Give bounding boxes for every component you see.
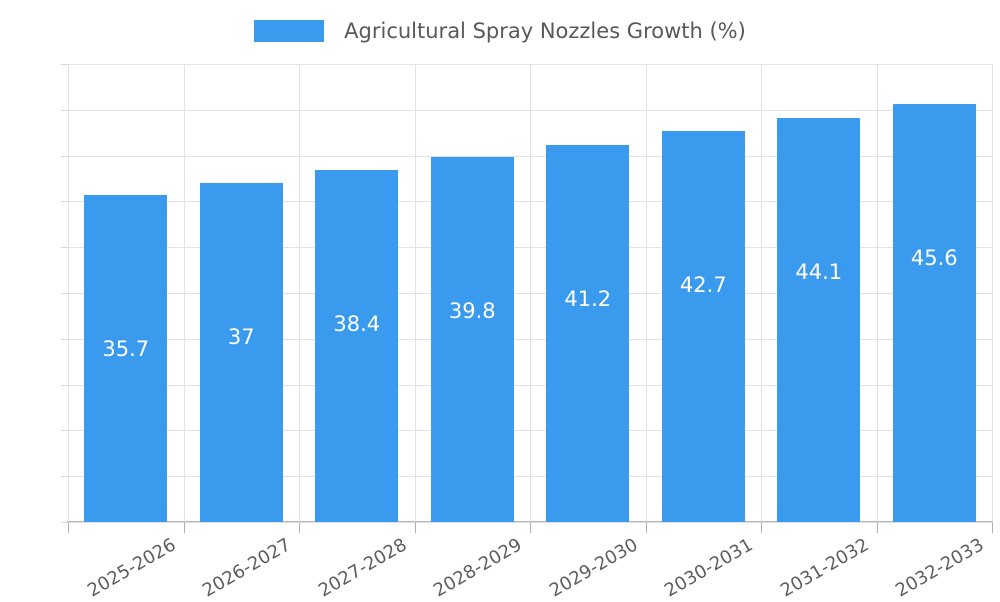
bar-value-label: 41.2 (564, 286, 612, 311)
bar[interactable]: 42.7 (661, 130, 745, 522)
bar[interactable]: 41.2 (546, 144, 630, 522)
x-axis-tick-label: 2026-2027 (199, 534, 295, 602)
x-axis-tick-mark (299, 522, 300, 533)
bar[interactable]: 38.4 (315, 170, 399, 522)
y-axis-tick-mark (61, 476, 68, 478)
y-axis-tick-mark (61, 201, 68, 203)
x-axis-tick-mark (68, 522, 69, 533)
x-axis-tick-mark (184, 522, 185, 533)
y-axis-tick-mark (61, 293, 68, 294)
bar[interactable]: 39.8 (430, 157, 514, 522)
y-axis-tick-mark (61, 64, 68, 65)
y-axis-tick-mark (61, 522, 68, 523)
legend-item[interactable]: Agricultural Spray Nozzles Growth (%) (254, 20, 746, 42)
legend-swatch-icon (254, 20, 325, 42)
gridline-vertical (299, 64, 300, 522)
x-axis-tick-label: 2028-2029 (430, 534, 526, 602)
x-axis-tick-mark (992, 522, 993, 533)
y-axis-tick-mark (61, 247, 68, 249)
y-axis-tick-mark (61, 384, 68, 386)
legend-label: Agricultural Spray Nozzles Growth (%) (344, 18, 746, 43)
gridline-vertical (761, 64, 762, 522)
y-axis-tick-mark (61, 430, 68, 432)
bar-value-label: 45.6 (910, 246, 958, 271)
bar-value-label: 38.4 (333, 312, 381, 337)
x-axis-tick-mark (646, 522, 647, 533)
bar-value-label: 44.1 (795, 260, 843, 285)
x-axis-tick-mark (877, 522, 878, 533)
y-axis-tick-mark (61, 155, 68, 157)
x-axis-tick-label: 2031-2032 (776, 534, 873, 602)
y-axis-tick-mark (61, 109, 68, 111)
gridline-vertical (530, 64, 531, 522)
x-axis-tick-label: 2025-2026 (83, 534, 180, 602)
chart-legend: Agricultural Spray Nozzles Growth (%) (0, 16, 1000, 46)
bar-value-label: 42.7 (679, 272, 727, 297)
bar-value-label: 39.8 (448, 299, 496, 324)
gridline-vertical (184, 64, 185, 522)
x-axis-tick-label: 2027-2028 (314, 534, 411, 602)
x-axis-tick-label: 2030-2031 (661, 534, 757, 602)
bar[interactable]: 35.7 (84, 195, 168, 522)
gridline-vertical (415, 64, 416, 522)
gridline-vertical (68, 64, 69, 522)
x-axis-tick-label: 2029-2030 (545, 534, 642, 602)
gridline-vertical (877, 64, 878, 522)
x-axis-tick-mark (761, 522, 762, 533)
x-axis-tick-mark (530, 522, 531, 533)
x-axis-tick-label: 2032-2033 (892, 534, 988, 602)
y-axis-tick-mark (61, 338, 68, 340)
bar[interactable]: 44.1 (777, 118, 861, 522)
bar-value-label: 35.7 (102, 337, 150, 361)
x-axis-tick-mark (415, 522, 416, 533)
gridline-vertical (992, 64, 993, 522)
bar[interactable]: 37 (199, 183, 283, 522)
gridline-vertical (646, 64, 647, 522)
bar-value-label: 37 (227, 325, 255, 350)
bar[interactable]: 45.6 (892, 104, 976, 522)
plot-area: 05101520253035404550 35.73738.439.841.24… (61, 64, 993, 533)
